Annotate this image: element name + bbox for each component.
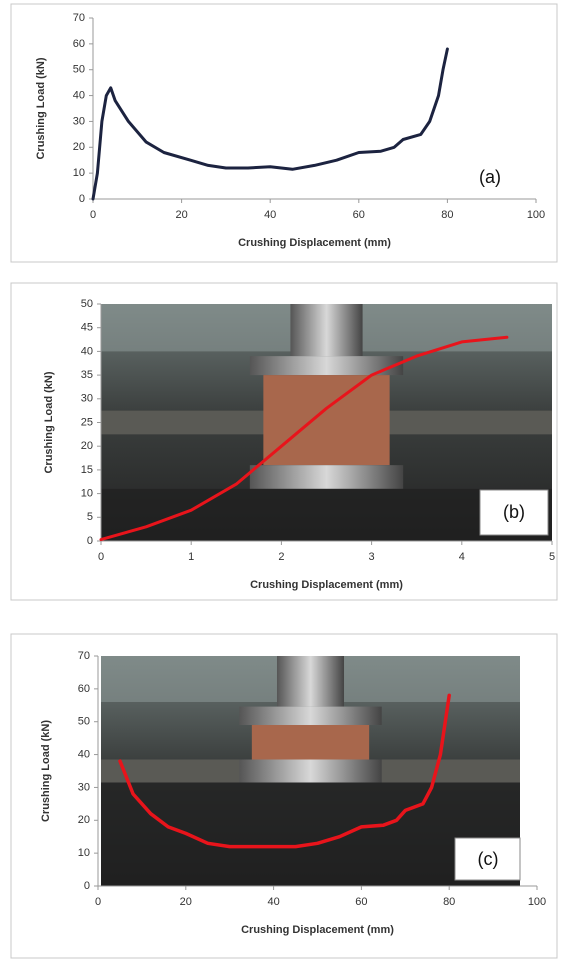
photo-specimen bbox=[263, 375, 389, 465]
x-tick-label: 5 bbox=[549, 551, 555, 563]
photo-specimen bbox=[252, 725, 369, 760]
x-tick-label: 3 bbox=[369, 551, 375, 563]
photo-ram bbox=[290, 304, 362, 356]
photo-base bbox=[250, 465, 403, 489]
y-tick-label: 30 bbox=[73, 115, 85, 127]
y-tick-label: 60 bbox=[78, 683, 90, 695]
x-tick-label: 60 bbox=[355, 896, 367, 908]
y-tick-label: 35 bbox=[81, 369, 93, 381]
y-axis-label: Crushing Load (kN) bbox=[35, 57, 47, 159]
y-tick-label: 10 bbox=[78, 847, 90, 859]
x-tick-label: 80 bbox=[441, 209, 453, 221]
x-tick-label: 0 bbox=[98, 551, 104, 563]
y-tick-label: 70 bbox=[78, 650, 90, 662]
x-tick-label: 60 bbox=[353, 209, 365, 221]
y-tick-label: 60 bbox=[73, 38, 85, 50]
annotation: (b) bbox=[503, 502, 525, 522]
y-tick-label: 50 bbox=[81, 298, 93, 310]
y-tick-label: 50 bbox=[78, 716, 90, 728]
figure: 010203040506070020406080100Crushing Disp… bbox=[0, 0, 562, 961]
x-tick-label: 100 bbox=[528, 896, 546, 908]
y-tick-label: 45 bbox=[81, 322, 93, 334]
x-tick-label: 2 bbox=[278, 551, 284, 563]
x-tick-label: 100 bbox=[527, 209, 545, 221]
x-tick-label: 20 bbox=[180, 896, 192, 908]
x-axis-label: Crushing Displacement (mm) bbox=[241, 924, 394, 936]
y-tick-label: 10 bbox=[81, 488, 93, 500]
x-tick-label: 0 bbox=[95, 896, 101, 908]
x-axis-label: Crushing Displacement (mm) bbox=[238, 237, 391, 249]
y-tick-label: 30 bbox=[81, 393, 93, 405]
y-tick-label: 0 bbox=[87, 535, 93, 547]
x-tick-label: 40 bbox=[264, 209, 276, 221]
y-tick-label: 0 bbox=[84, 880, 90, 892]
y-tick-label: 40 bbox=[78, 748, 90, 760]
photo-ram bbox=[277, 656, 344, 707]
x-axis-label: Crushing Displacement (mm) bbox=[250, 579, 403, 591]
y-tick-label: 25 bbox=[81, 416, 93, 428]
x-tick-label: 80 bbox=[443, 896, 455, 908]
y-tick-label: 50 bbox=[73, 64, 85, 76]
y-tick-label: 15 bbox=[81, 464, 93, 476]
annotation: (c) bbox=[478, 849, 499, 869]
y-tick-label: 10 bbox=[73, 167, 85, 179]
y-tick-label: 0 bbox=[79, 193, 85, 205]
y-tick-label: 20 bbox=[73, 141, 85, 153]
y-axis-label: Crushing Load (kN) bbox=[43, 371, 55, 473]
y-tick-label: 20 bbox=[78, 814, 90, 826]
annotation: (a) bbox=[479, 167, 501, 187]
photo-platen bbox=[239, 707, 381, 725]
y-tick-label: 30 bbox=[78, 781, 90, 793]
y-axis-label: Crushing Load (kN) bbox=[40, 720, 52, 822]
y-tick-label: 40 bbox=[73, 89, 85, 101]
y-tick-label: 5 bbox=[87, 511, 93, 523]
page: 010203040506070020406080100Crushing Disp… bbox=[0, 0, 562, 961]
photo-base bbox=[239, 760, 381, 783]
x-tick-label: 0 bbox=[90, 209, 96, 221]
y-tick-label: 70 bbox=[73, 12, 85, 24]
y-tick-label: 20 bbox=[81, 440, 93, 452]
x-tick-label: 20 bbox=[175, 209, 187, 221]
x-tick-label: 1 bbox=[188, 551, 194, 563]
y-tick-label: 40 bbox=[81, 345, 93, 357]
x-tick-label: 40 bbox=[267, 896, 279, 908]
x-tick-label: 4 bbox=[459, 551, 465, 563]
